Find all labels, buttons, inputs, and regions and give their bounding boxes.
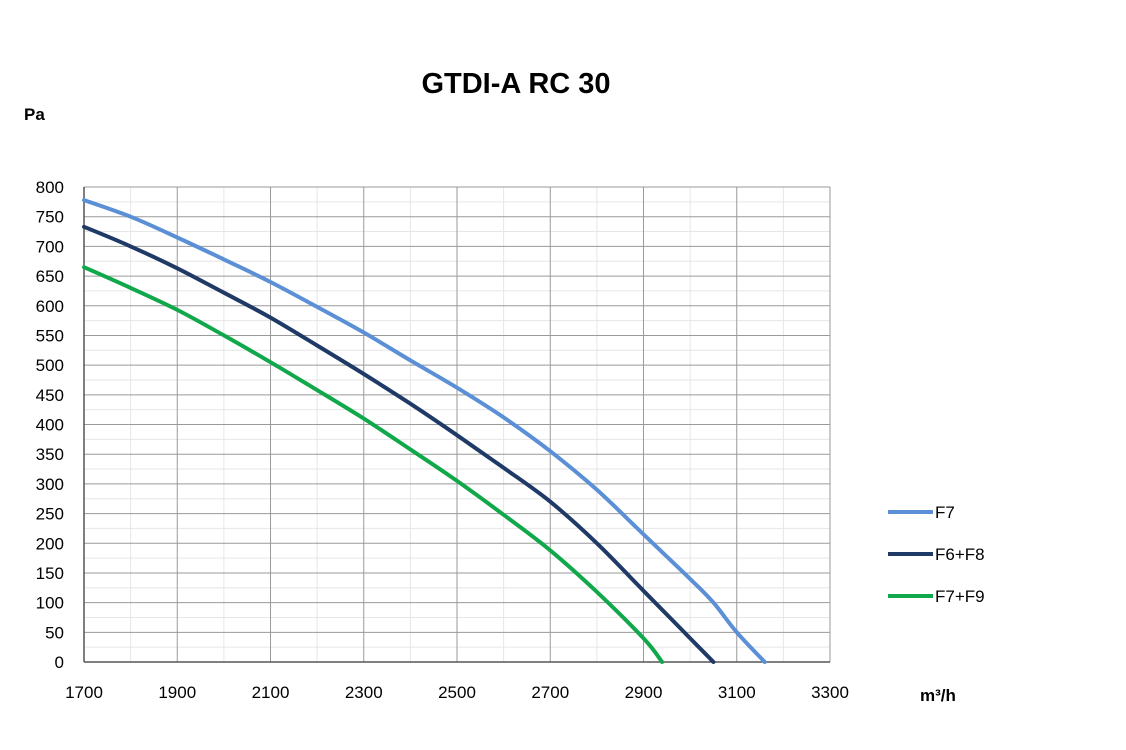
chart-title: GTDI-A RC 30: [421, 68, 610, 100]
y-tick-label: 400: [36, 416, 64, 435]
legend: F7 F6+F8 F7+F9: [888, 503, 985, 606]
x-tick-label: 2500: [438, 683, 476, 702]
y-tick-label: 550: [36, 326, 64, 345]
y-tick-label: 0: [55, 653, 64, 672]
series-line-f6-f8: [82, 224, 716, 664]
y-tick-label: 350: [36, 445, 64, 464]
x-tick-label: 3300: [811, 683, 849, 702]
x-tick-label: 3100: [718, 683, 756, 702]
y-tick-label: 600: [36, 297, 64, 316]
y-tick-label: 650: [36, 267, 64, 286]
y-tick-label: 750: [36, 208, 64, 227]
y-tick-label: 700: [36, 237, 64, 256]
y-tick-label: 500: [36, 356, 64, 375]
x-tick-label: 1700: [65, 683, 103, 702]
y-tick-label: 300: [36, 475, 64, 494]
series-line-f7: [82, 198, 767, 664]
y-axis-unit-label: Pa: [24, 105, 45, 124]
x-tick-label: 2700: [531, 683, 569, 702]
legend-label-f7: F7: [935, 503, 955, 522]
y-tick-label: 150: [36, 564, 64, 583]
legend-label-f6-f8: F6+F8: [935, 545, 985, 564]
y-tick-label: 250: [36, 505, 64, 524]
y-tick-label: 50: [45, 623, 64, 642]
y-tick-label: 200: [36, 534, 64, 553]
y-tick-label: 450: [36, 386, 64, 405]
y-tick-label: 100: [36, 594, 64, 613]
x-tick-label: 2300: [345, 683, 383, 702]
x-tick-label: 2100: [252, 683, 290, 702]
series-line-f7-f9: [82, 265, 665, 664]
x-tick-label: 1900: [158, 683, 196, 702]
x-axis-unit-label: m³/h: [920, 686, 956, 705]
y-tick-label: 800: [36, 178, 64, 197]
plot-area: 0 50 100 150 200 250 300 350 400 450 500 550 600 650 7…: [36, 178, 849, 702]
legend-label-f7-f9: F7+F9: [935, 587, 985, 606]
x-tick-label: 2900: [625, 683, 663, 702]
